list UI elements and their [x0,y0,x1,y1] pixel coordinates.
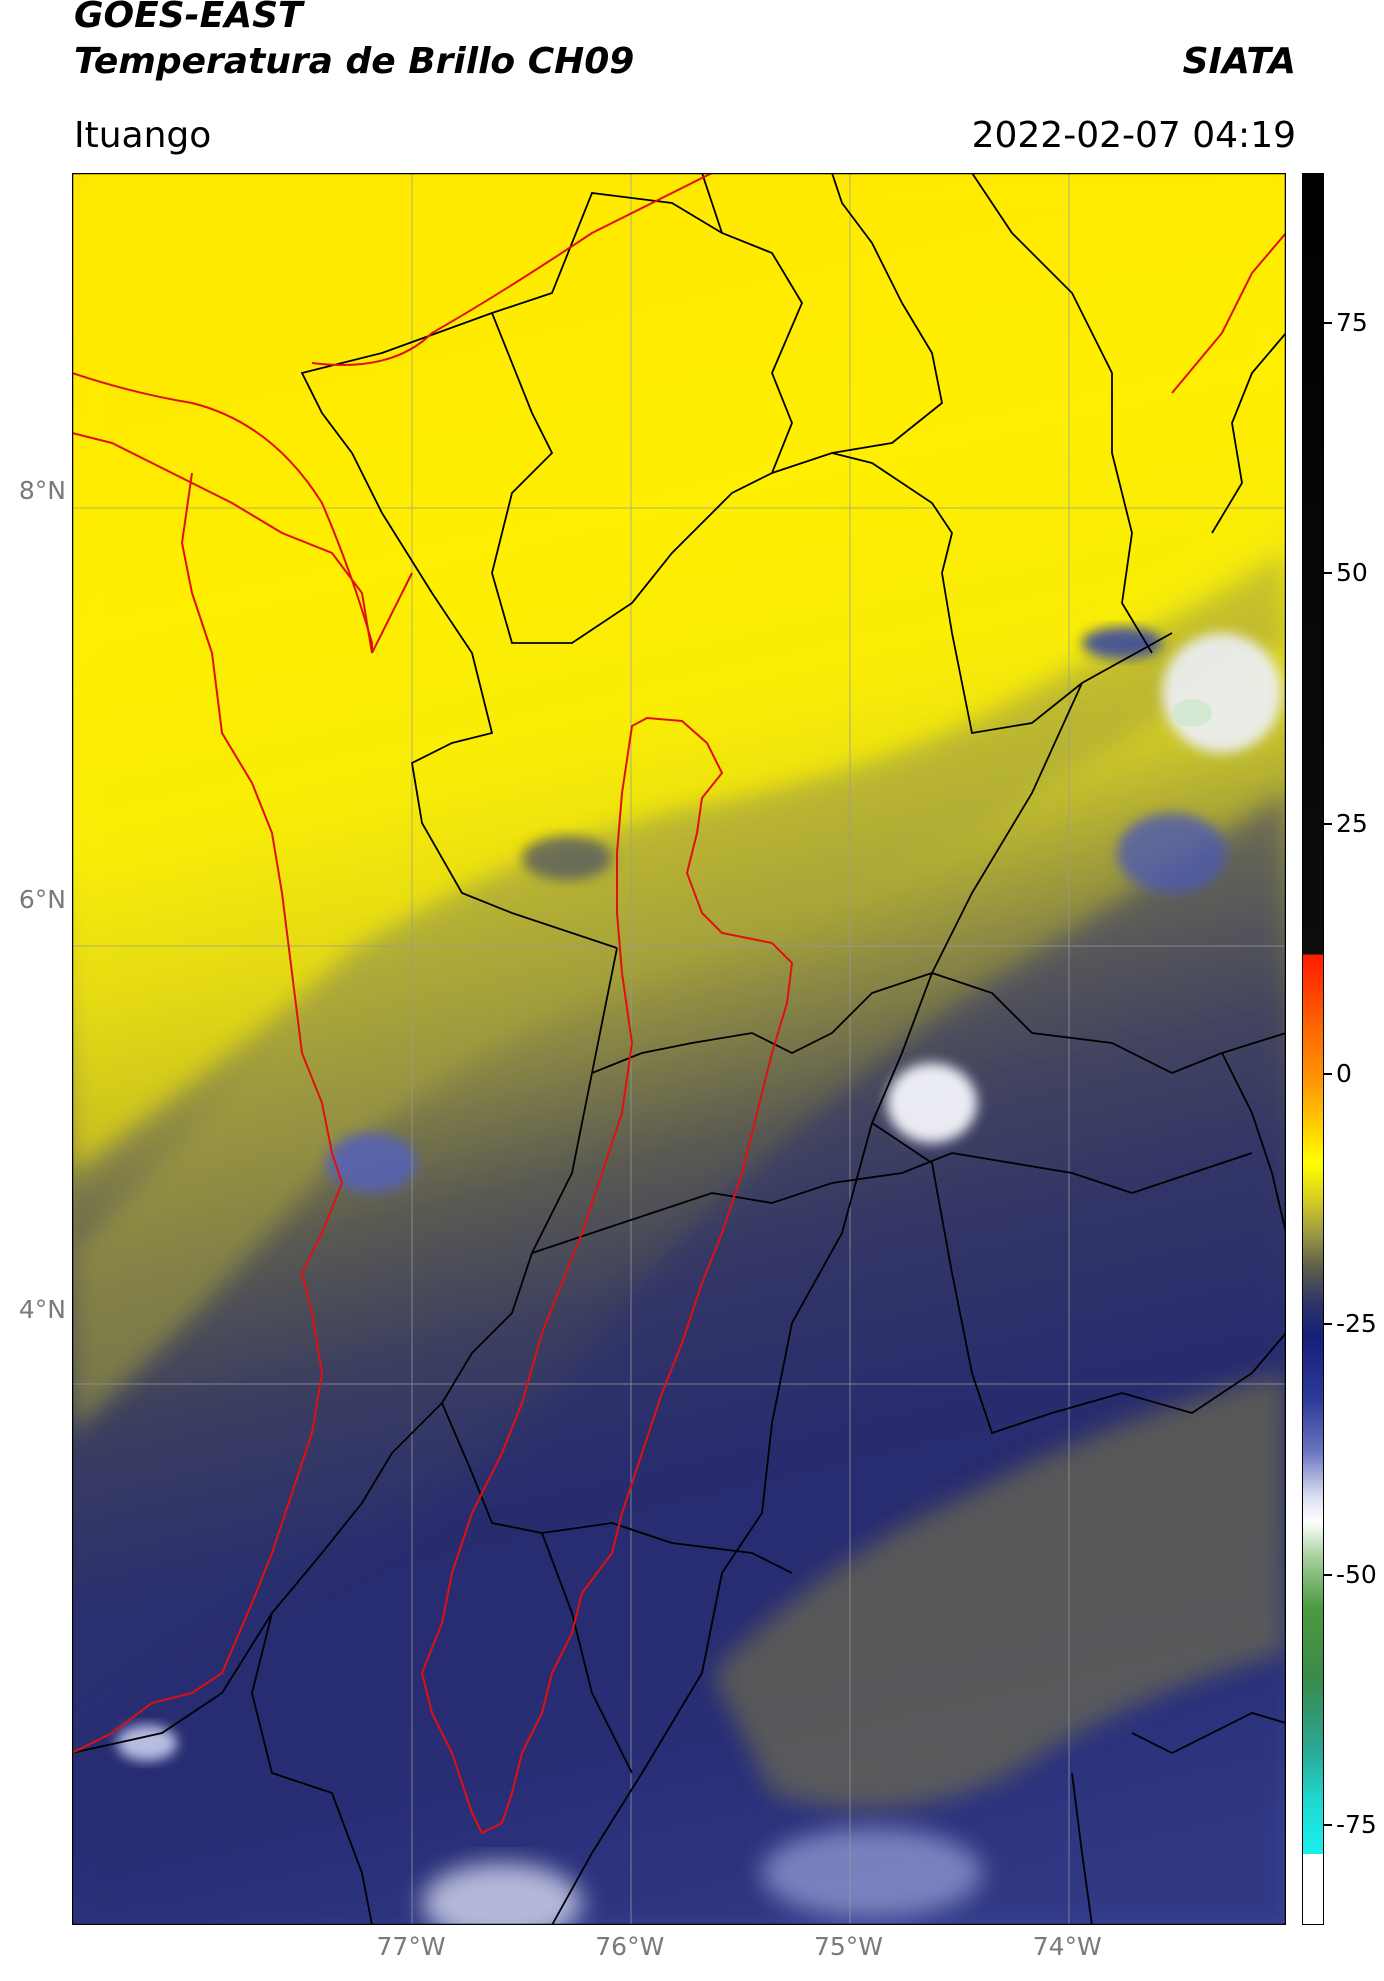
colorbar-tick-label: 0 [1336,1059,1352,1089]
org-label: SIATA [1182,41,1296,82]
product-title: Temperatura de Brillo CH09 [74,41,635,82]
colorbar-tick-label: -25 [1336,1309,1377,1339]
colorbar-tick-mark [1324,572,1332,575]
map-border [72,173,1286,1925]
region-label: Ituango [74,115,212,156]
colorbar-tick-mark [1324,1073,1332,1076]
colorbar-tick-mark [1324,1823,1332,1826]
colorbar-tick-mark [1324,1573,1332,1576]
colorbar-tick-label: 25 [1336,808,1368,838]
colorbar-tick-mark [1324,822,1332,825]
graticule [72,173,1286,1925]
department-borders [72,173,1286,1925]
colorbar-tick-mark [1324,322,1332,325]
longitude-label: 77°W [376,1932,446,1961]
colorbar-tick-label: -75 [1336,1809,1377,1839]
colorbar-tick-label: -50 [1336,1559,1377,1589]
longitude-label: 76°W [595,1932,665,1961]
colorbar-tick-label: 75 [1336,308,1368,338]
colorbar-tick-mark [1324,1323,1332,1326]
latitude-label: 6°N [18,885,66,915]
timestamp: 2022-02-07 04:19 [971,115,1296,156]
colorbar-ticks: 75 50 25 0 -25 -50 -75 [1324,173,1384,1925]
latitude-label: 4°N [18,1295,66,1325]
coastline-and-basin [72,173,1286,1835]
colorbar-tick-label: 50 [1336,558,1368,588]
brightness-temperature-field [72,173,1286,1925]
colorbar [1302,173,1324,1925]
longitude-label: 74°W [1032,1932,1102,1961]
map-frame[interactable] [72,173,1286,1925]
app-title: GOES-EAST [74,0,303,36]
longitude-label: 75°W [814,1932,884,1961]
latitude-label: 8°N [18,475,66,505]
